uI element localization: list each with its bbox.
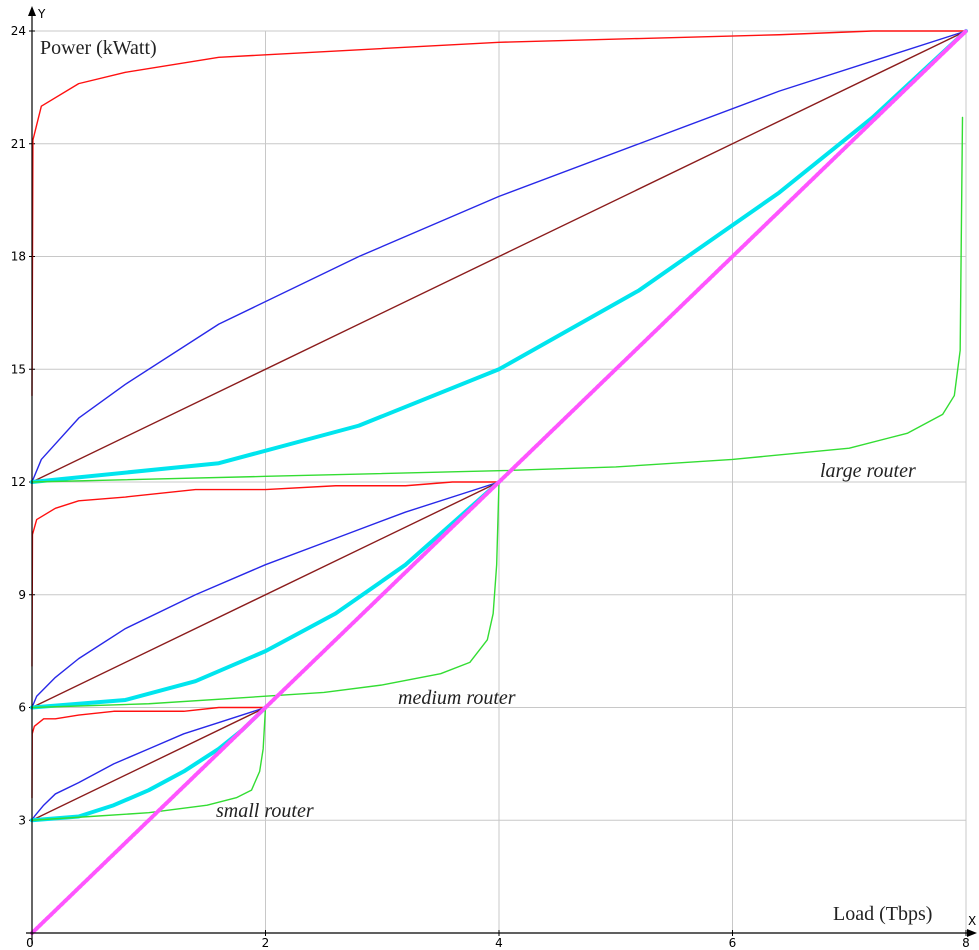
- y-tick-label: 24: [11, 24, 26, 38]
- data-line: [31, 116, 964, 483]
- data-line: [31, 706, 267, 821]
- y-tick-label: 18: [11, 250, 26, 264]
- x-tick-label: 6: [729, 936, 737, 950]
- data-line: [30, 29, 968, 935]
- x-tick-label: 2: [262, 936, 270, 950]
- data-line: [31, 30, 967, 483]
- axes: [26, 6, 977, 944]
- data-line: [31, 706, 267, 799]
- x-tick-label: 8: [962, 936, 970, 950]
- data-line: [31, 481, 500, 709]
- y-axis-label: Power (kWatt): [40, 37, 157, 59]
- y-tick-label: 3: [18, 813, 26, 827]
- data-line: [31, 30, 967, 483]
- x-axis-label: Load (Tbps): [833, 903, 932, 925]
- x-tick-label: 0: [26, 936, 34, 950]
- x-tick-label: 4: [495, 936, 503, 950]
- data-line: [31, 706, 267, 821]
- annotation: medium router: [398, 687, 516, 709]
- y-tick-label: 12: [11, 475, 26, 489]
- data-line: [31, 30, 967, 397]
- annotation: small router: [216, 800, 314, 822]
- x-axis-symbol: X: [968, 914, 976, 928]
- y-axis-symbol: Y: [37, 7, 46, 21]
- y-tick-label: 6: [18, 701, 26, 715]
- data-line: [31, 481, 500, 709]
- plot-area: [30, 29, 968, 935]
- y-tick-label: 15: [11, 362, 26, 376]
- data-line: [30, 29, 968, 484]
- y-tick-label: 9: [18, 588, 26, 602]
- y-tick-label: 21: [11, 137, 26, 151]
- data-line: [30, 480, 501, 710]
- annotation: large router: [820, 460, 916, 482]
- data-line: [31, 481, 500, 667]
- data-line: [31, 706, 267, 821]
- grid: [29, 30, 967, 936]
- data-line: [31, 481, 500, 709]
- y-axis-arrow: [28, 6, 36, 16]
- labels: Y X Power (kWatt) Load (Tbps) 3 6 9 12 15 18 2…: [11, 7, 977, 950]
- x-axis-arrow: [967, 929, 977, 937]
